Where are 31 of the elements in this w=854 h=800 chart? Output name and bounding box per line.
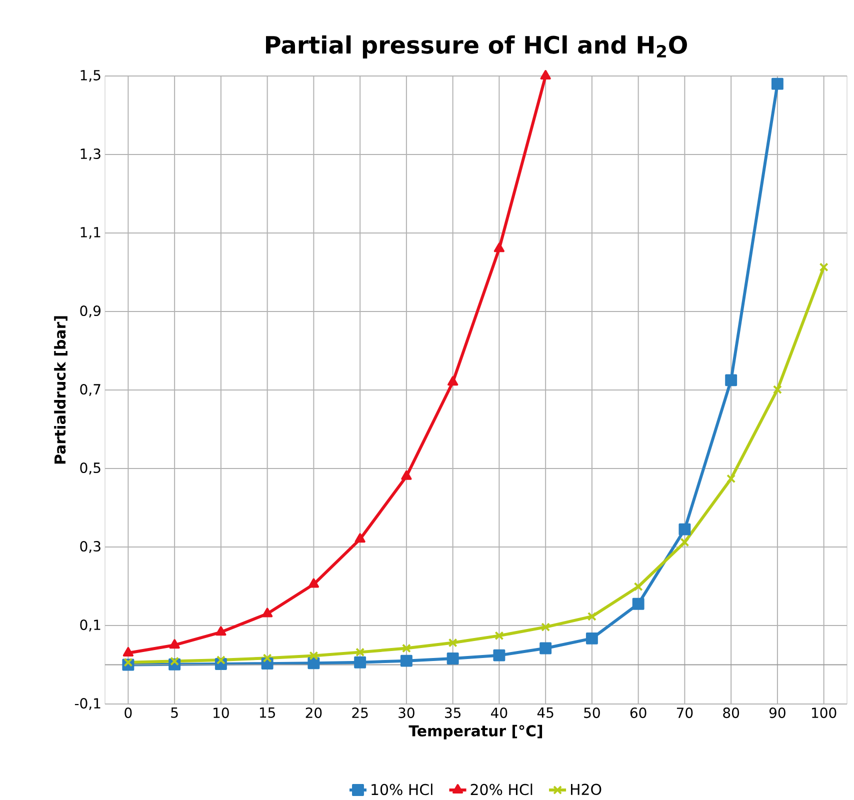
x-tick-label: 20 xyxy=(306,707,322,718)
x-tick-label: 40 xyxy=(491,707,508,718)
y-tick-label: 0,5 xyxy=(80,462,100,474)
y-tick-label: 1,1 xyxy=(80,226,100,239)
x-axis-title: Temperatur [°C] xyxy=(408,724,542,740)
x-tick-label: 70 xyxy=(676,707,693,718)
y-axis-title: Partialdruck [bar] xyxy=(54,316,68,464)
y-tick-label: 0,7 xyxy=(80,384,100,396)
y-tick-label: 0,1 xyxy=(80,619,100,632)
y-tick-label: 1,5 xyxy=(80,70,100,82)
y-tick-label: -0,1 xyxy=(74,698,100,710)
x-tick-label: 5 xyxy=(171,707,178,718)
x-tick-label: 35 xyxy=(445,707,460,718)
x-tick-label: 80 xyxy=(723,707,740,718)
y-tick-label: 0,3 xyxy=(80,540,100,553)
x-tick-label: 90 xyxy=(769,707,786,718)
legend-label: H2O xyxy=(570,784,602,795)
legend-label: 20% HCl xyxy=(470,783,532,795)
legend-label: 10% HCl xyxy=(372,783,432,795)
x-tick-label: 100 xyxy=(812,707,836,718)
x-tick-label: 0 xyxy=(124,707,132,718)
x-tick-label: 60 xyxy=(630,707,646,718)
x-tick-label: 50 xyxy=(584,707,600,718)
y-tick-label: 0,9 xyxy=(80,305,100,318)
x-tick-label: 25 xyxy=(352,707,368,718)
y-tick-label: 1,3 xyxy=(80,148,100,160)
x-tick-label: 45 xyxy=(537,707,554,718)
x-tick-label: 10 xyxy=(214,707,229,718)
x-tick-label: 15 xyxy=(260,707,275,718)
chart-title: Partial pressure of HCl and H$_{2}$O xyxy=(266,35,687,58)
x-tick-label: 30 xyxy=(398,707,414,718)
